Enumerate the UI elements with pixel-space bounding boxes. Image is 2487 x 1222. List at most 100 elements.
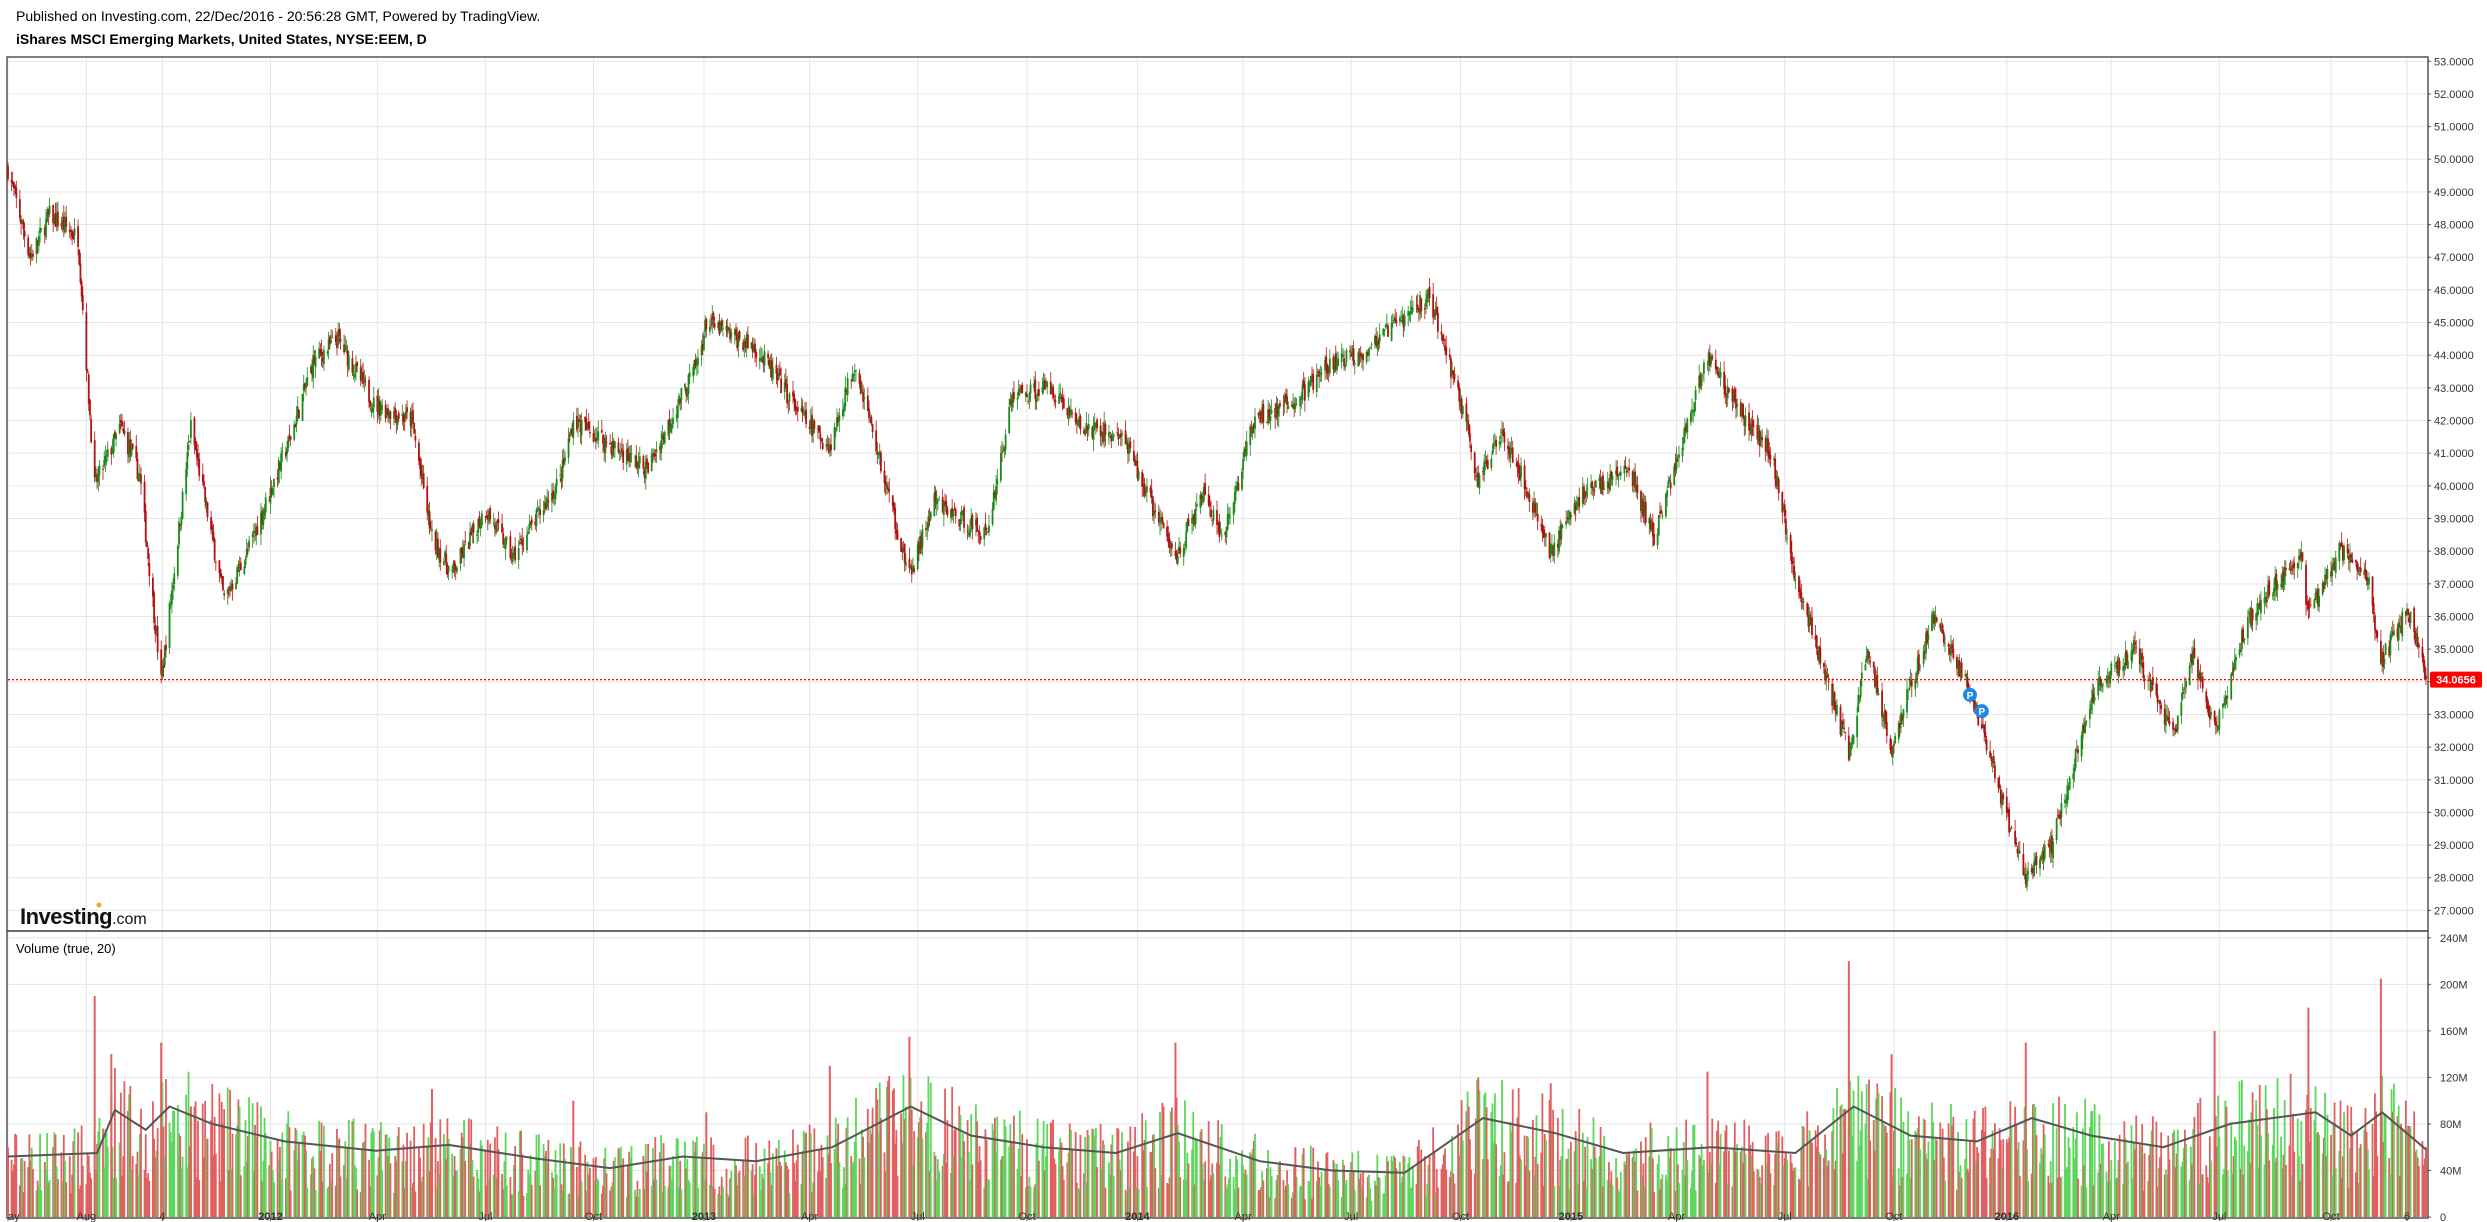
candle-body — [1931, 614, 1933, 631]
volume-bar — [1282, 1179, 1285, 1217]
volume-bar — [2223, 1168, 2226, 1217]
candle-body — [868, 408, 870, 419]
volume-bar — [719, 1195, 722, 1217]
candle-body — [163, 645, 166, 666]
candle-body — [1856, 715, 1859, 738]
volume-bar — [2197, 1102, 2199, 1217]
candle-body — [2050, 835, 2053, 855]
volume-bar — [1045, 1156, 1047, 1217]
candle-body — [880, 452, 882, 472]
volume-bar — [2314, 1086, 2317, 1217]
volume-bar — [977, 1161, 980, 1217]
candle-body — [901, 549, 904, 553]
volume-bar — [1108, 1162, 1110, 1217]
candle-body — [808, 426, 811, 429]
volume-bar — [802, 1130, 805, 1217]
candle-body — [1333, 357, 1336, 373]
volume-bar — [1445, 1169, 1448, 1217]
volume-bar — [577, 1196, 579, 1217]
volume-bar — [710, 1137, 712, 1217]
volume-bar — [1548, 1100, 1551, 1217]
price-tick-label: 46.0000 — [2434, 285, 2474, 297]
candle-body — [996, 479, 999, 485]
candle-body — [2382, 651, 2385, 668]
volume-bar — [1328, 1186, 1331, 1217]
candle-body — [1711, 355, 1714, 360]
volume-bar — [173, 1110, 176, 1217]
volume-bar — [727, 1196, 730, 1217]
volume-bar — [168, 1122, 171, 1217]
candle-body — [330, 340, 332, 344]
candle-body — [1890, 747, 1893, 755]
candle-body — [27, 237, 30, 255]
candle-body — [476, 534, 479, 536]
candle-body — [838, 415, 841, 422]
volume-bar — [858, 1158, 861, 1217]
volume-bar — [720, 1176, 723, 1217]
volume-bar — [1631, 1157, 1634, 1217]
volume-bar — [1412, 1166, 1414, 1217]
candle-body — [311, 366, 313, 375]
volume-bar — [2351, 1130, 2354, 1217]
volume-bar — [479, 1140, 482, 1217]
price-tick-label: 52.0000 — [2434, 89, 2474, 101]
volume-bar — [37, 1186, 40, 1217]
candle-body — [1353, 363, 1356, 365]
volume-bar — [1052, 1119, 1055, 1217]
candle-body — [14, 185, 17, 189]
candle-body — [945, 500, 948, 512]
volume-bar — [611, 1182, 614, 1217]
candle-body — [121, 420, 123, 427]
volume-bar — [71, 1174, 74, 1217]
volume-bar — [2023, 1107, 2026, 1217]
volume-bar — [96, 1143, 98, 1217]
volume-bar — [151, 1101, 154, 1217]
volume-bar — [1102, 1140, 1104, 1217]
candle-body — [268, 500, 271, 502]
candle-body — [542, 510, 545, 516]
volume-bar — [1135, 1187, 1138, 1217]
candle-body — [1609, 474, 1612, 491]
volume-bar — [819, 1170, 822, 1217]
volume-bar — [1914, 1130, 1917, 1217]
volume-bar — [1775, 1131, 1778, 1217]
volume-bar — [2163, 1174, 2166, 1217]
candle-body — [119, 419, 122, 423]
candle-body — [2198, 671, 2201, 679]
volume-bar — [1916, 1127, 1919, 1217]
candle-body — [1442, 339, 1445, 342]
candle-body — [1154, 510, 1157, 512]
volume-bar — [1401, 1176, 1404, 1217]
candle-body — [509, 536, 512, 559]
volume-bar — [1724, 1130, 1727, 1217]
candle-body — [1433, 314, 1436, 316]
volume-bar — [711, 1186, 714, 1217]
volume-bar — [118, 1142, 121, 1217]
candle-body — [1192, 515, 1195, 521]
candle-body — [371, 407, 374, 413]
candle-body — [1094, 423, 1097, 427]
candle-body — [920, 535, 923, 550]
volume-bar — [326, 1188, 329, 1217]
volume-bar — [2017, 1141, 2020, 1217]
volume-bar — [1243, 1173, 1246, 1217]
volume-bar — [1927, 1141, 1930, 1217]
candle-body — [1515, 465, 1518, 467]
volume-bar — [2074, 1138, 2077, 1217]
logo-text: Investing.com — [20, 904, 147, 929]
volume-bar — [1836, 1087, 1838, 1217]
volume-bar — [758, 1165, 761, 1217]
candle-body — [819, 433, 822, 440]
candle-body — [2225, 695, 2228, 699]
candle-body — [960, 510, 963, 516]
volume-bar — [294, 1127, 297, 1217]
price-tick-label: 40.0000 — [2434, 481, 2474, 493]
candle-body — [251, 533, 254, 537]
volume-bar — [1307, 1180, 1310, 1217]
volume-bar — [1254, 1133, 1256, 1217]
candle-body — [1036, 392, 1039, 397]
volume-bar — [1606, 1180, 1609, 1217]
candle-body — [1360, 355, 1363, 360]
candle-body — [2346, 544, 2349, 554]
volume-bar — [472, 1176, 475, 1217]
